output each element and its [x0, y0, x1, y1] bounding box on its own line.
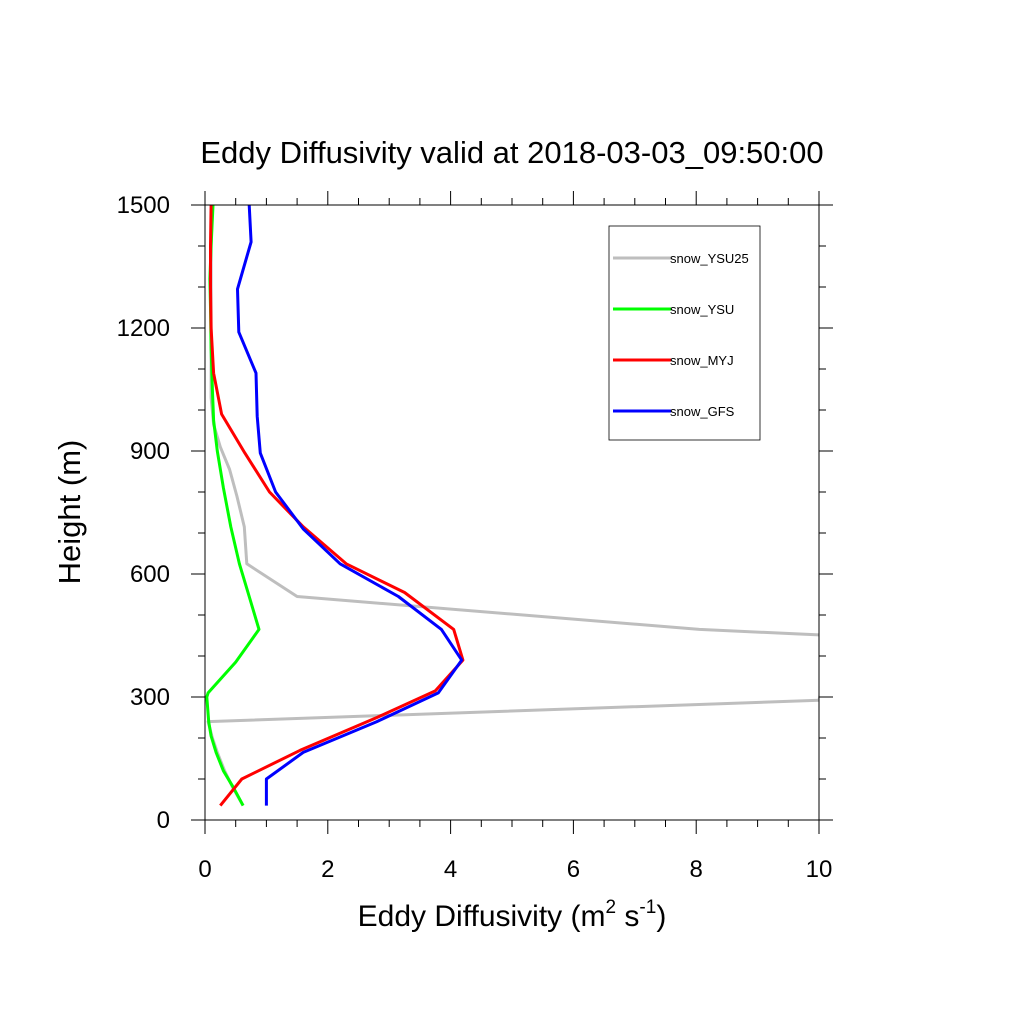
- y-tick-label: 1200: [117, 315, 170, 342]
- series-line-snow_GFS: [236, 205, 464, 806]
- x-axis-label: Eddy Diffusivity (m2 s-1): [358, 897, 667, 933]
- legend-box: [608, 225, 761, 441]
- y-axis-label: Height (m): [52, 440, 87, 585]
- x-axis: 0 2 4 6 8 10: [198, 191, 832, 883]
- y-tick-label: 1500: [117, 192, 170, 219]
- series-line-snow_YSU: [205, 205, 261, 807]
- y-tick-label: 600: [130, 561, 170, 588]
- y-axis: 0 300 600 900 1200 1500: [117, 192, 833, 834]
- x-tick-label: 10: [806, 856, 833, 883]
- series-line-snow_MYJ: [209, 205, 465, 807]
- y-tick-label: 0: [157, 807, 170, 834]
- x-axis-label-end: ): [656, 900, 666, 933]
- x-axis-label-sup2: -1: [639, 897, 656, 918]
- y-tick-label: 900: [130, 438, 170, 465]
- x-tick-label: 6: [567, 856, 580, 883]
- x-tick-label: 0: [198, 856, 211, 883]
- x-axis-label-main: Eddy Diffusivity (m: [358, 900, 606, 933]
- legend-items: snow_YSU25 snow_YSU snow_MYJ snow_GFS: [613, 251, 749, 419]
- series-layer: [205, 205, 819, 807]
- legend-label: snow_MYJ: [670, 353, 734, 368]
- x-tick-label: 2: [321, 856, 334, 883]
- x-axis-label-sup1: 2: [606, 897, 617, 918]
- chart-title: Eddy Diffusivity valid at 2018-03-03_09:…: [200, 135, 823, 170]
- legend: snow_YSU25 snow_YSU snow_MYJ snow_GFS: [608, 225, 761, 441]
- x-tick-label: 4: [444, 856, 457, 883]
- y-tick-label: 300: [130, 684, 170, 711]
- legend-label: snow_YSU: [670, 302, 734, 317]
- legend-label: snow_YSU25: [670, 251, 749, 266]
- x-tick-label: 8: [690, 856, 703, 883]
- x-axis-label-mid: s: [616, 900, 639, 933]
- legend-label: snow_GFS: [670, 404, 735, 419]
